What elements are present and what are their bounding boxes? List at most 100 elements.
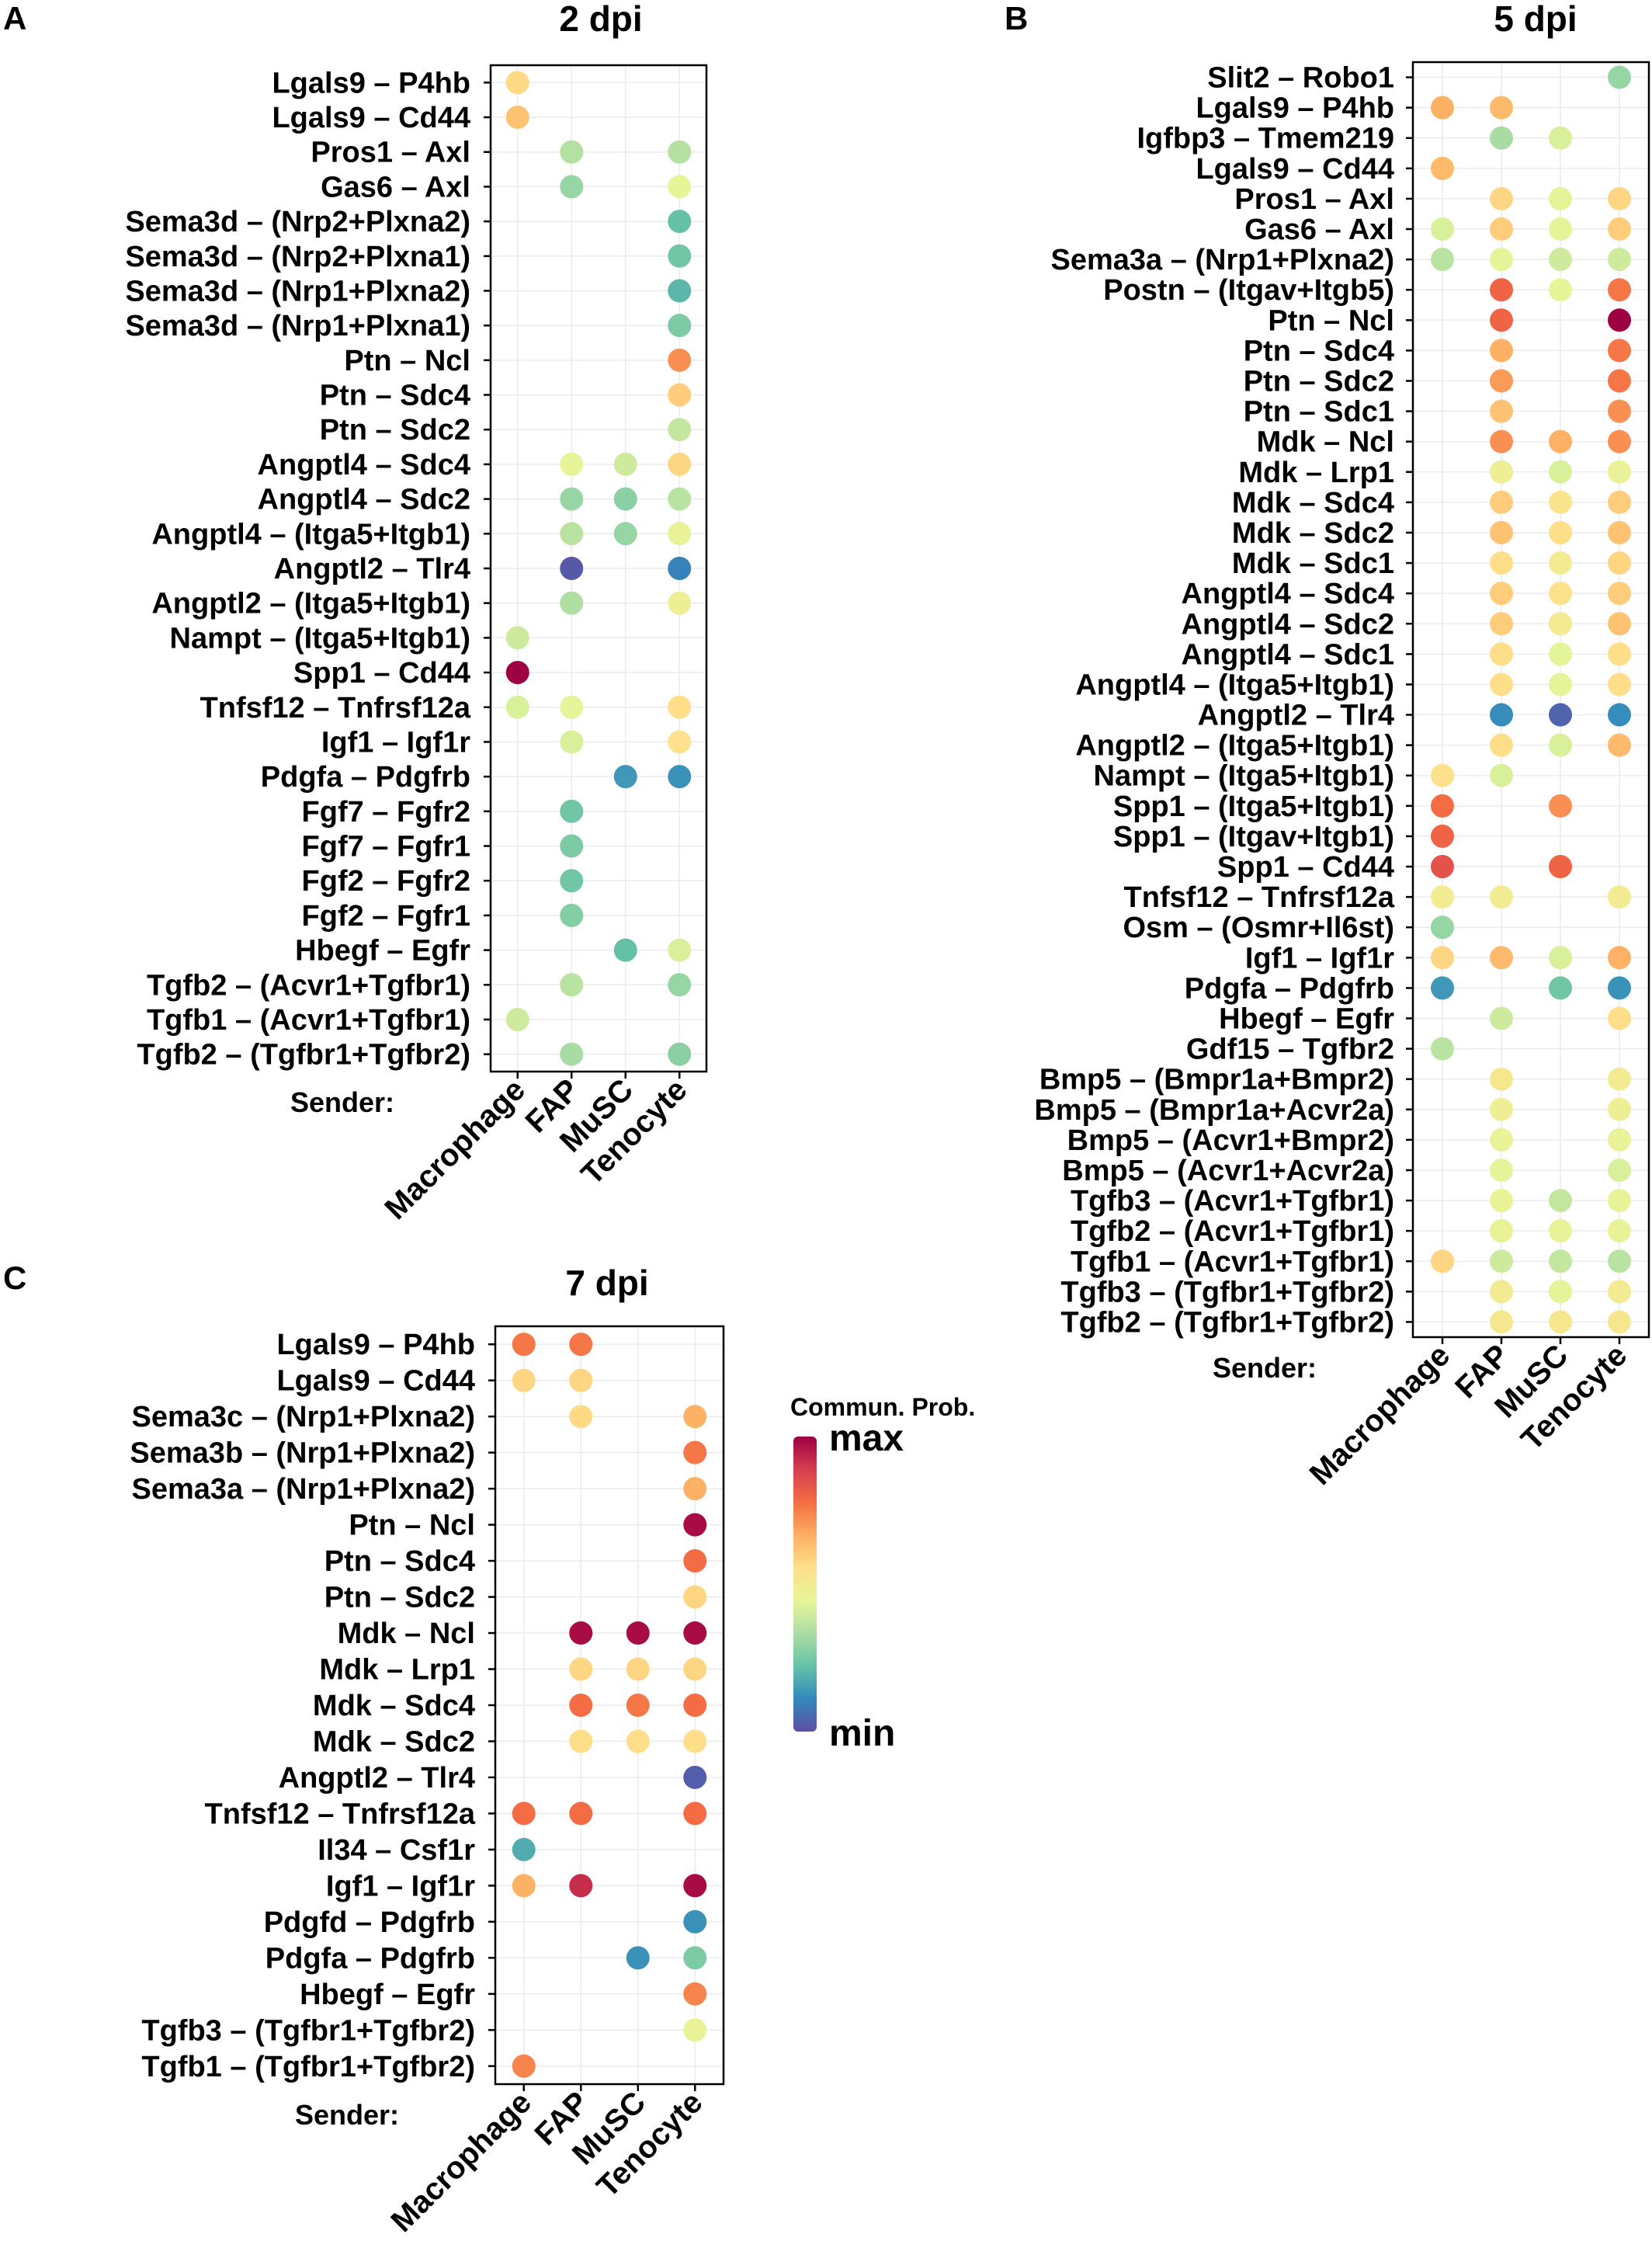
dot-mark: [505, 626, 529, 650]
dot-mark: [560, 557, 584, 580]
row-label: Sema3d – (Nrp1+Plxna2): [125, 275, 470, 307]
dot-mark: [1608, 703, 1631, 727]
panel-c-title: 7 dpi: [565, 1263, 648, 1303]
row-label: Hbegf – Egfr: [1219, 1003, 1394, 1036]
dot-mark: [1490, 460, 1513, 484]
row-label: Angptl4 – (Itga5+Itgb1): [1075, 669, 1394, 701]
row-label: Lgals9 – P4hb: [276, 1329, 475, 1361]
dot-mark: [1608, 1219, 1631, 1243]
row-label: Tgfb1 – (Tgfbr1+Tgfbr2): [141, 2051, 475, 2083]
row-label: Fgf2 – Fgfr1: [302, 900, 470, 933]
dot-mark: [683, 2018, 707, 2042]
dot-mark: [569, 1368, 593, 1392]
row-label: Ptn – Sdc4: [324, 1545, 475, 1578]
dot-mark: [613, 938, 637, 962]
dot-mark: [512, 1874, 536, 1898]
row-label: Angptl2 – Tlr4: [1198, 700, 1394, 732]
dot-mark: [1431, 96, 1454, 120]
dot-mark: [1490, 1310, 1513, 1334]
dot-mark: [505, 695, 529, 719]
dot-mark: [1608, 429, 1631, 453]
dot-mark: [1490, 308, 1513, 332]
dot-mark: [668, 1042, 692, 1066]
dot-mark: [569, 1621, 593, 1645]
dot-mark: [1608, 582, 1631, 606]
row-label: Mdk – Ncl: [338, 1617, 475, 1650]
row-label: Bmp5 – (Bmpr1a+Bmpr2): [1039, 1064, 1394, 1096]
row-label: Bmp5 – (Acvr1+Bmpr2): [1067, 1124, 1394, 1157]
dot-mark: [668, 730, 692, 754]
dot-mark: [1608, 1310, 1631, 1334]
dot-mark: [1549, 733, 1572, 757]
dot-mark: [569, 1332, 593, 1357]
row-label: Angptl2 – (Itga5+Itgb1): [1075, 730, 1394, 763]
dot-mark: [560, 591, 584, 615]
dot-mark: [512, 1368, 536, 1392]
row-label: Pdgfd – Pdgfrb: [264, 1906, 475, 1939]
dot-mark: [668, 140, 692, 164]
row-label: Tgfb2 – (Acvr1+Tgfbr1): [1071, 1215, 1394, 1248]
row-label: Mdk – Sdc4: [1232, 487, 1394, 519]
dot-mark: [1608, 551, 1631, 575]
row-label: Bmp5 – (Bmpr1a+Acvr2a): [1034, 1094, 1394, 1127]
dot-mark: [1490, 1249, 1513, 1273]
legend-min-label: min: [829, 1713, 895, 1754]
dot-mark: [626, 1729, 650, 1753]
dot-mark: [1490, 642, 1513, 666]
dot-mark: [1549, 612, 1572, 636]
dot-mark: [668, 938, 692, 962]
dot-mark: [683, 1477, 707, 1501]
dot-mark: [1490, 186, 1513, 210]
dot-mark: [1490, 1127, 1513, 1152]
row-label: Sema3d – (Nrp2+Plxna2): [125, 206, 470, 238]
dot-mark: [683, 1909, 707, 1934]
dot-mark: [1549, 642, 1572, 666]
dot-mark: [560, 1042, 584, 1066]
dot-mark: [1608, 642, 1631, 666]
dot-mark: [560, 730, 584, 754]
row-label: Nampt – (Itga5+Itgb1): [1094, 760, 1394, 793]
row-label: Angptl2 – (Itga5+Itgb1): [151, 588, 470, 620]
dot-mark: [569, 1405, 593, 1429]
row-label: Ptn – Sdc1: [1244, 396, 1394, 429]
row-label: Hbegf – Egfr: [300, 1979, 475, 2011]
dot-mark: [1490, 490, 1513, 514]
row-label: Tnfsf12 – Tnfrsf12a: [1124, 881, 1395, 914]
row-label: Spp1 – Cd44: [293, 657, 470, 690]
dot-mark: [1490, 217, 1513, 241]
dot-mark: [1608, 490, 1631, 514]
dot-mark: [1608, 1067, 1631, 1091]
dot-mark: [683, 1405, 707, 1429]
row-label: Lgals9 – Cd44: [276, 1365, 475, 1398]
dot-mark: [1549, 1249, 1572, 1273]
dot-mark: [683, 1513, 707, 1537]
row-label: Mdk – Lrp1: [319, 1654, 475, 1687]
column-label-macrophage: Macrophage: [1303, 1338, 1457, 1492]
dot-mark: [1549, 1189, 1572, 1213]
sender-label: Sender:: [295, 2099, 399, 2131]
row-label: Sema3d – (Nrp2+Plxna1): [125, 241, 470, 273]
dot-mark: [668, 557, 692, 580]
row-label: Mdk – Sdc2: [313, 1725, 475, 1758]
row-label: Lgals9 – P4hb: [1196, 92, 1394, 125]
dot-mark: [1490, 733, 1513, 757]
dot-mark: [1549, 582, 1572, 606]
dot-mark: [1490, 1158, 1513, 1182]
row-label: Angptl4 – Sdc4: [1182, 578, 1395, 610]
dot-mark: [505, 106, 529, 130]
dot-mark: [560, 903, 584, 927]
row-label: Sema3b – (Nrp1+Plxna2): [130, 1437, 475, 1470]
row-label: Tgfb1 – (Acvr1+Tgfbr1): [147, 1004, 470, 1037]
dot-mark: [1431, 946, 1454, 970]
dot-mark: [668, 452, 692, 476]
dot-mark: [505, 1007, 529, 1031]
dot-mark: [683, 1765, 707, 1789]
dot-mark: [1549, 186, 1572, 210]
dot-mark: [668, 279, 692, 303]
dot-mark: [1549, 248, 1572, 272]
dot-mark: [1549, 976, 1572, 1000]
dot-mark: [1490, 885, 1513, 909]
row-label: Tgfb2 – (Tgfbr1+Tgfbr2): [137, 1039, 470, 1072]
row-label: Sema3c – (Nrp1+Plxna2): [131, 1401, 475, 1433]
